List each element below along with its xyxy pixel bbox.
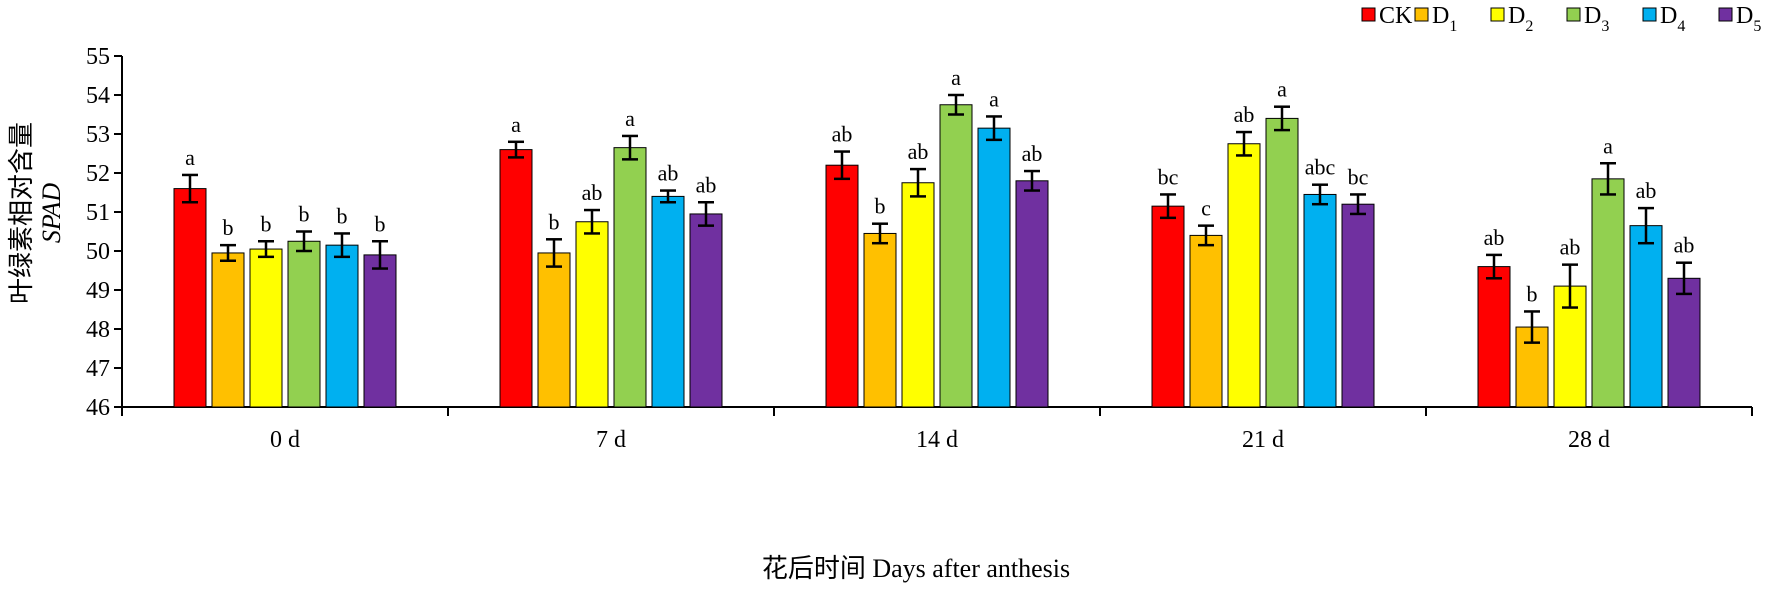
legend-swatch [1414,7,1429,22]
legend-label-subscript: 4 [1677,18,1685,35]
legend-label: CK [1379,3,1413,29]
significance-letter: b [261,211,272,236]
significance-letter: a [1603,133,1613,158]
legend-swatch [1642,7,1657,22]
significance-letter: bc [1158,164,1179,189]
significance-letter: a [625,106,635,131]
legend-label-subscript: 5 [1753,18,1761,35]
bar [689,213,723,408]
significance-letter: b [875,194,886,219]
x-tick-label: 0 d [270,427,300,453]
y-axis-title: 叶绿素相对含量 [7,122,37,304]
y-tick-label: 54 [86,83,110,109]
y-tick-label: 55 [86,44,110,70]
legend-label-subscript: 3 [1601,18,1609,35]
significance-letter: ab [832,122,853,147]
bar [1227,143,1261,408]
bar [613,147,647,408]
significance-letter: b [337,203,348,228]
bar [325,244,359,408]
bar [1629,225,1663,408]
bar [1265,117,1299,408]
y-tick-label: 49 [86,278,110,304]
bar [977,127,1011,408]
bar [287,240,321,408]
significance-letter: a [951,65,961,90]
y-tick-label: 52 [86,161,110,187]
bar [249,248,283,408]
x-axis-title: 花后时间 Days after anthesis [762,554,1070,583]
legend-label-subscript: 1 [1449,18,1457,35]
legend-swatch [1718,7,1733,22]
significance-letter: a [989,86,999,111]
bar [825,164,859,408]
legend-label: D4 [1660,3,1685,35]
significance-letter: ab [582,180,603,205]
significance-letter: ab [1484,225,1505,250]
legend-label-subscript: 2 [1525,18,1533,35]
y-tick-label: 47 [86,356,110,382]
significance-letter: ab [1560,235,1581,260]
x-tick-label: 14 d [916,427,958,453]
significance-letter: a [185,145,195,170]
legend-swatch [1566,7,1581,22]
bar [211,252,245,408]
bar [901,182,935,408]
x-tick-label: 7 d [596,427,626,453]
bar [1591,178,1625,408]
bar [537,252,571,408]
significance-letter: ab [908,139,929,164]
bar [575,221,609,408]
legend-swatch [1361,7,1376,22]
legend-label: D5 [1736,3,1761,35]
x-tick-label: 28 d [1568,427,1610,453]
bar [1477,266,1511,408]
bar [363,254,397,408]
significance-letter: c [1201,196,1211,221]
legend: CK D1 D2 D3 D4 D5 [1361,3,1761,35]
bar [651,195,685,408]
significance-letter: b [1527,281,1538,306]
significance-letter: a [1277,77,1287,102]
significance-letter: abc [1305,155,1336,180]
legend-swatch [1490,7,1505,22]
y-axis-title-italic: SPAD [37,183,66,243]
legend-label: D1 [1432,3,1457,35]
significance-letter: ab [1022,141,1043,166]
bar [173,188,207,408]
bar [863,232,897,408]
legend-label: D3 [1584,3,1609,35]
significance-letter: ab [696,172,717,197]
bar [939,104,973,408]
y-tick-label: 46 [86,395,110,421]
bars-group [173,104,1701,408]
significance-letter: ab [1674,233,1695,258]
x-tick-label: 21 d [1242,427,1284,453]
bar [1015,180,1049,408]
significance-letter: bc [1348,164,1369,189]
significance-letter: b [549,209,560,234]
significance-letter: ab [1636,178,1657,203]
y-tick-label: 51 [86,200,110,226]
bar [1151,205,1185,408]
bar [1341,203,1375,408]
y-tick-label: 50 [86,239,110,265]
bar [1189,234,1223,408]
error-bars-group [182,93,1692,344]
bar [499,149,533,408]
significance-letter: b [299,202,310,227]
significance-letter: a [511,112,521,137]
significance-letter: ab [1234,102,1255,127]
y-tick-label: 48 [86,317,110,343]
significance-letter: b [223,215,234,240]
y-tick-label: 53 [86,122,110,148]
significance-letter: b [375,211,386,236]
bar [1667,277,1701,408]
significance-letter: ab [658,161,679,186]
legend-label: D2 [1508,3,1533,35]
bar [1303,193,1337,408]
